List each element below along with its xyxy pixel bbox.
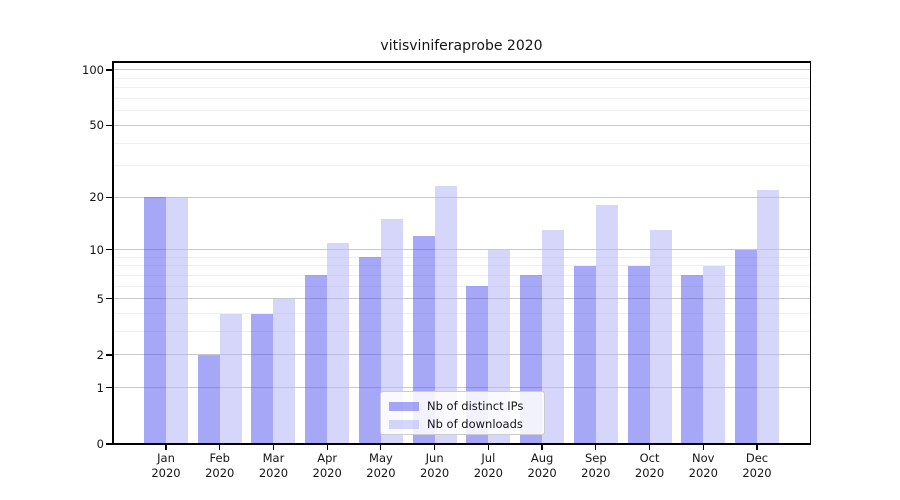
x-tick-label-dec: Dec 2020 — [742, 451, 772, 480]
y-tick-mark-20 — [106, 196, 112, 198]
bar-mar-distinct-ips — [251, 313, 274, 444]
gridline-major-1 — [113, 387, 810, 389]
y-tick-label-5: 5 — [96, 291, 104, 306]
y-tick-mark-10 — [106, 249, 112, 251]
x-tick-label-may: May 2020 — [366, 451, 396, 480]
bar-may-downloads — [380, 219, 403, 444]
bar-oct-distinct-ips — [627, 265, 650, 444]
x-tick-mark-dec — [756, 444, 758, 450]
gridline-minor — [113, 285, 810, 287]
x-tick-mark-feb — [219, 444, 221, 450]
gridline-major-5 — [113, 298, 810, 300]
x-tick-mark-jan — [165, 444, 167, 450]
bar-dec-distinct-ips — [734, 249, 757, 444]
x-tick-mark-jul — [487, 444, 489, 450]
x-tick-label-jan: Jan 2020 — [151, 451, 181, 480]
bar-sep-distinct-ips — [573, 265, 596, 444]
x-tick-label-jul: Jul 2020 — [473, 451, 503, 480]
y-tick-label-20: 20 — [89, 190, 104, 205]
gridline-major-100 — [113, 69, 810, 71]
x-tick-label-apr: Apr 2020 — [312, 451, 342, 480]
axis-spine-top — [112, 61, 811, 63]
x-tick-mark-apr — [326, 444, 328, 450]
gridline-minor — [113, 274, 810, 276]
legend-swatch-distinct-ips — [389, 401, 419, 411]
y-tick-mark-1 — [106, 387, 112, 389]
gridline-minor — [113, 256, 810, 258]
y-tick-mark-2 — [106, 354, 112, 356]
gridline-major-50 — [113, 124, 810, 126]
bar-jun-downloads — [434, 186, 457, 444]
legend: Nb of distinct IPs Nb of downloads — [380, 391, 545, 435]
x-tick-label-sep: Sep 2020 — [581, 451, 611, 480]
bar-feb-downloads — [219, 313, 242, 444]
gridline-major-10 — [113, 249, 810, 251]
bar-oct-downloads — [649, 230, 672, 444]
x-tick-mark-sep — [595, 444, 597, 450]
x-tick-mark-may — [380, 444, 382, 450]
y-tick-mark-50 — [106, 124, 112, 126]
gridline-minor — [113, 98, 810, 100]
gridline-minor — [113, 110, 810, 112]
x-tick-mark-nov — [702, 444, 704, 450]
legend-swatch-downloads — [389, 419, 419, 429]
axis-spine-right — [809, 61, 811, 444]
x-tick-label-jun: Jun 2020 — [419, 451, 450, 480]
gridline-minor — [113, 142, 810, 144]
x-tick-label-oct: Oct 2020 — [634, 451, 665, 480]
gridline-minor — [113, 265, 810, 267]
gridline-minor — [113, 313, 810, 315]
axis-spine-left — [112, 61, 114, 444]
bar-feb-distinct-ips — [197, 354, 220, 444]
x-tick-mark-jun — [434, 444, 436, 450]
bar-nov-distinct-ips — [681, 275, 704, 444]
gridline-layer — [113, 61, 810, 444]
plot-area — [113, 61, 810, 444]
y-tick-mark-5 — [106, 298, 112, 300]
legend-label-downloads: Nb of downloads — [427, 417, 523, 431]
y-tick-mark-100 — [106, 69, 112, 71]
bar-aug-downloads — [542, 230, 565, 444]
bar-dec-downloads — [756, 189, 779, 444]
x-tick-label-mar: Mar 2020 — [258, 451, 289, 480]
bar-mar-downloads — [273, 298, 296, 444]
bar-jan-distinct-ips — [144, 197, 166, 444]
legend-row-distinct-ips: Nb of distinct IPs — [389, 399, 523, 413]
legend-row-downloads: Nb of downloads — [389, 417, 523, 431]
bar-sep-downloads — [595, 205, 618, 444]
bar-apr-downloads — [327, 242, 350, 444]
bar-nov-downloads — [703, 265, 726, 444]
bar-apr-distinct-ips — [305, 275, 328, 444]
bar-jan-downloads — [166, 197, 188, 444]
y-tick-mark-0 — [106, 443, 112, 445]
y-tick-label-100: 100 — [82, 62, 104, 77]
x-tick-label-nov: Nov 2020 — [688, 451, 718, 480]
legend-label-distinct-ips: Nb of distinct IPs — [427, 399, 524, 413]
y-tick-label-2: 2 — [96, 347, 104, 362]
x-tick-mark-mar — [272, 444, 275, 450]
x-tick-mark-aug — [541, 444, 543, 450]
bars-layer — [113, 61, 810, 444]
gridline-minor — [113, 77, 810, 79]
gridline-minor — [113, 165, 810, 167]
axis-spine-bottom — [112, 443, 811, 445]
gridline-major-20 — [113, 196, 810, 198]
y-tick-label-0: 0 — [96, 437, 104, 451]
x-tick-label-aug: Aug 2020 — [527, 451, 557, 480]
y-tick-label-50: 50 — [89, 118, 104, 133]
y-tick-label-10: 10 — [89, 242, 104, 257]
gridline-major-2 — [113, 354, 810, 356]
x-tick-label-feb: Feb 2020 — [205, 451, 235, 480]
bar-may-distinct-ips — [358, 257, 381, 444]
x-tick-mark-oct — [648, 444, 651, 450]
gridline-minor — [113, 331, 810, 333]
chart-title: vitisviniferaprobe 2020 — [380, 38, 543, 54]
gridline-minor — [113, 87, 810, 89]
y-tick-label-1: 1 — [96, 380, 104, 395]
